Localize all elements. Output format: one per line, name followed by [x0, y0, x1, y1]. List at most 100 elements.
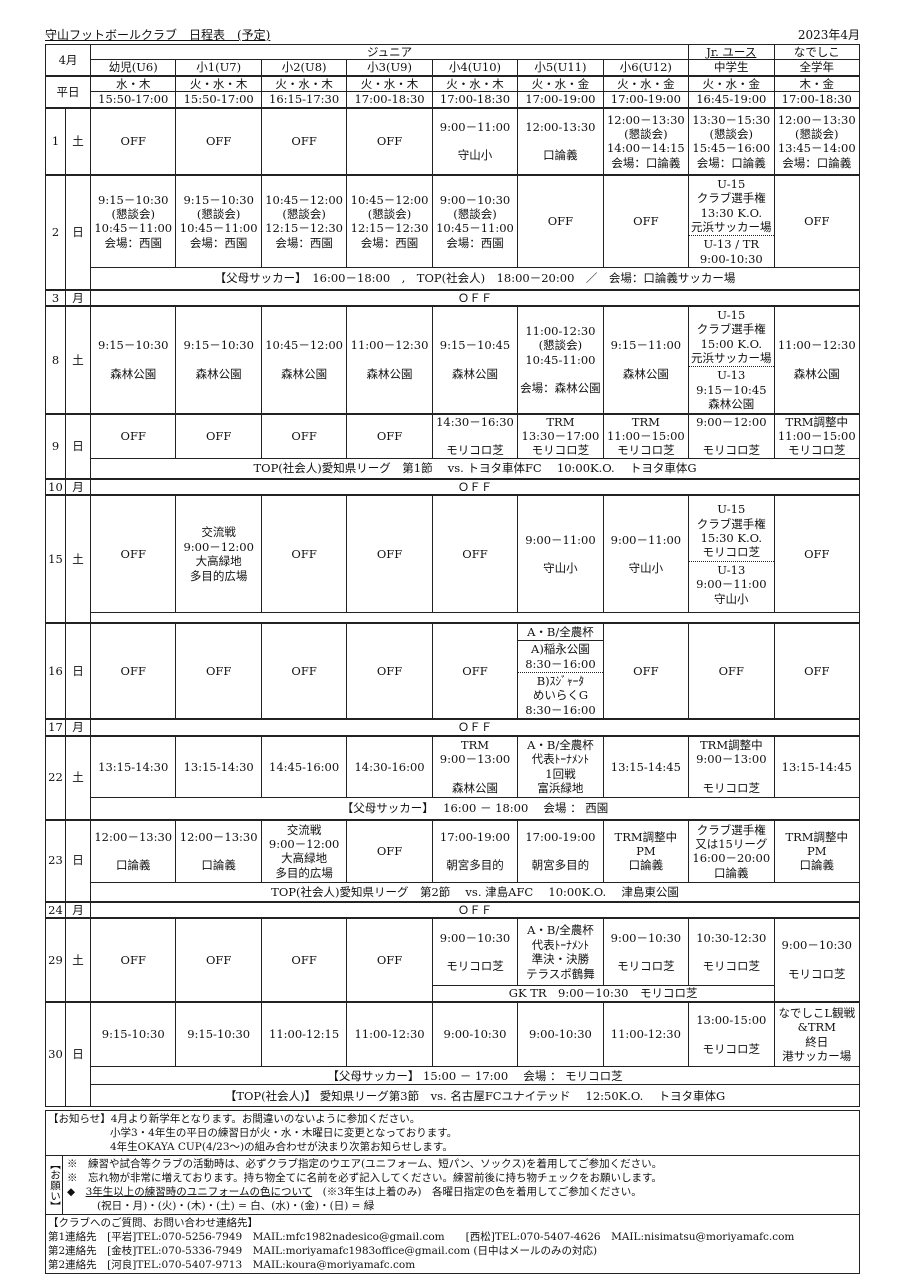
- schedule-cell: OFF: [260, 493, 348, 614]
- schedule-row: 24 月 ＯＦＦ: [45, 900, 860, 919]
- schedule-cell: TRM調整中 11:00－15:00 モリコロ芝: [773, 412, 861, 459]
- request-item: ※ 練習や試合等クラブの活動時は、必ずクラブ指定のウエア(ユニフォーム、短パン、…: [67, 1158, 663, 1171]
- weekday-days: 火・水・金: [517, 74, 604, 93]
- schedule-cell: OFF: [346, 106, 433, 176]
- group-header: 小6(U12): [602, 59, 690, 77]
- weekday-time: 15:50-17:00: [90, 91, 177, 109]
- schedule-cell: OFF: [260, 916, 348, 1003]
- schedule-cell: 11:00－12:30 森林公園: [773, 304, 861, 414]
- weekday-days: 火・水・木: [431, 74, 519, 93]
- weekday-time: 17:00-19:00: [602, 91, 690, 109]
- schedule-cell: 交流戦 9:00－12:00 大高緑地 多目的広場: [175, 493, 262, 614]
- schedule-cell: TRM 9:00－13:00 森林公園: [431, 734, 519, 798]
- date-cell: 9: [45, 412, 66, 479]
- schedule-cell: OFF: [431, 621, 519, 720]
- date-cell: 3: [45, 288, 66, 307]
- weekday-time: 17:00-18:30: [346, 91, 433, 109]
- schedule-cell: TRM 11:00－15:00 モリコロ芝: [602, 412, 690, 459]
- day-cell: 月: [64, 288, 92, 307]
- document-title: 守山フットボールクラブ 日程表 (予定): [45, 28, 271, 42]
- request-item: ※ 忘れ物が非常に増えております。持ち物全てに名前を必ず記入してください。練習前…: [67, 1172, 662, 1185]
- schedule-row: 29 土 OFF OFF OFF OFF 9:00－10:30 モリコロ芝 A・B/全農杯 代…: [45, 916, 861, 1003]
- schedule-cell: なでしこL観戦 &TRM 終日 港サッカー場: [773, 1000, 861, 1068]
- request-item: ◆ 3年生以上の練習時のユニフォームの色について (※3年生は上着のみ) 各曜日…: [67, 1186, 642, 1199]
- day-cell: 月: [64, 718, 92, 737]
- weekday-days: 木・金: [773, 74, 861, 93]
- schedule-row: 15 土 OFF 交流戦 9:00－12:00 大高緑地 多目的広場 OFF OFF OFF…: [45, 493, 861, 624]
- event-banner: [90, 612, 860, 624]
- weekday-days: 火・水・金: [688, 74, 775, 93]
- schedule-cell: OFF: [90, 412, 177, 459]
- schedule-row: 2 日 9:15－10:30 (懇談会) 10:45－11:00 会場：西園 9:15…: [45, 173, 861, 290]
- schedule-cell: 14:30-16:00: [346, 734, 433, 798]
- schedule-cell: 9:15－10:30 (懇談会) 10:45－11:00 会場：西園: [175, 173, 262, 268]
- weekday-time: 16:15-17:30: [260, 91, 348, 109]
- schedule-cell: OFF: [346, 818, 433, 883]
- schedule-cell: 交流戦 9:00－12:00 大高緑地 多目的広場: [260, 818, 348, 883]
- weekday-days: 火・水・木: [260, 74, 348, 93]
- schedule-cell: 9:00－10:30 モリコロ芝: [431, 916, 519, 987]
- schedule-cell-part: U-15 クラブ選手権 15:30 K.O. モリコロ芝: [696, 502, 766, 560]
- schedule-cell: 9:15－10:30 森林公園: [90, 304, 177, 414]
- request-block: 【お願い】 ※ 練習や試合等クラブの活動時は、必ずクラブ指定のウエア(ユニフォー…: [46, 1156, 859, 1216]
- date-cell: 29: [45, 916, 66, 1003]
- schedule-cell: 12:00－13:30 (懇談会) 14:00－14:15 会場：口論義: [602, 106, 690, 176]
- event-banner: TOP(社会人)愛知県リーグ 第2節 vs. 津島AFC 10:00K.O. 津…: [90, 882, 860, 902]
- document-header: 守山フットボールクラブ 日程表 (予定) 2023年4月: [45, 26, 860, 44]
- schedule-cell: 9:00－10:30 モリコロ芝: [602, 916, 690, 987]
- schedule-cell: OFF: [90, 916, 177, 1003]
- schedule-cell: 11:00-12:30: [346, 1000, 433, 1068]
- day-cell: 月: [64, 477, 92, 496]
- day-cell: 日: [64, 173, 92, 290]
- schedule-cell: 10:45－12:00 森林公園: [260, 304, 348, 414]
- date-cell: 2: [45, 173, 66, 290]
- schedule-cell-part: U-13 9:00－11:00 守山小: [689, 560, 774, 607]
- schedule-cell: TRM調整中 PM 口論義: [602, 818, 690, 883]
- document-month: 2023年4月: [797, 28, 860, 42]
- notice-line: 4月より新学年となります。お間違いのないように参加ください。: [110, 1113, 421, 1126]
- schedule-cell: 11:00-12:30: [602, 1000, 690, 1068]
- schedule-cell: OFF: [773, 621, 861, 720]
- schedule-cell: OFF: [517, 173, 604, 268]
- schedule-cell: 13:30－15:30 (懇談会) 15:45－16:00 会場：口論義: [688, 106, 775, 176]
- schedule-cell: 17:00-19:00 朝宮多目的: [517, 818, 604, 883]
- schedule-cell-part: U-13 / TR 9:00-10:30: [689, 235, 774, 267]
- date-cell: 8: [45, 304, 66, 414]
- day-cell: 土: [64, 304, 92, 414]
- schedule-row: 3 月 ＯＦＦ: [45, 288, 860, 307]
- notice-block: 【お知らせ】4月より新学年となります。お間違いのないように参加ください。 小学3…: [46, 1111, 859, 1157]
- schedule-cell: 12:00-13:30 口論義: [517, 106, 604, 176]
- weekday-label: 平日: [44, 74, 92, 109]
- schedule-cell: 9:15－10:30 森林公園: [175, 304, 262, 414]
- schedule-cell: U-15 クラブ選手権 15:00 K.O. 元浜サッカー場 U-13 9:15－…: [688, 304, 775, 414]
- schedule-cell: 10:45－12:00 (懇談会) 12:15－12:30 会場：西園: [260, 173, 348, 268]
- schedule-cell: OFF: [346, 412, 433, 459]
- group-header: 小4(U10): [431, 59, 519, 77]
- schedule-cell-part: A・B/全農杯: [527, 624, 594, 639]
- off-cell: ＯＦＦ: [90, 477, 860, 496]
- weekday-time: 17:00-19:00: [517, 91, 604, 109]
- off-cell: ＯＦＦ: [90, 900, 860, 919]
- schedule-cell: OFF: [175, 916, 262, 1003]
- schedule-cell-part: U-15 クラブ選手権 15:00 K.O. 元浜サッカー場: [691, 307, 772, 365]
- group-header: 小3(U9): [346, 59, 433, 77]
- junior-header: ジュニア: [90, 43, 690, 61]
- schedule-cell: OFF: [260, 412, 348, 459]
- schedule-cell-part: U-15 クラブ選手権 13:30 K.O. 元浜サッカー場: [691, 176, 772, 234]
- schedule-cell: 17:00-19:00 朝宮多目的: [431, 818, 519, 883]
- event-banner: 【父母サッカー】 16:00－18:00 , TOP(社会人) 18:00－20…: [90, 267, 860, 290]
- schedule-cell: OFF: [346, 916, 433, 1003]
- schedule-cell: A・B/全農杯 代表ﾄｰﾅﾒﾝﾄ 1回戦 富浜緑地: [517, 734, 604, 798]
- schedule-row: 22 土 13:15-14:30 13:15-14:30 14:45-16:00 14:3…: [45, 734, 861, 820]
- group-header: 中学生: [688, 59, 775, 77]
- schedule-cell: 9:00－10:30 モリコロ芝: [773, 916, 861, 1003]
- schedule-cell: 14:45-16:00: [260, 734, 348, 798]
- contact-line: 第1連絡先 [平岩]TEL:070-5256-7949 MAIL:mfc1982…: [48, 1231, 795, 1244]
- date-cell: 23: [45, 818, 66, 902]
- schedule-cell: OFF: [90, 621, 177, 720]
- day-cell: 日: [64, 1000, 92, 1108]
- weekday-time: 17:00-18:30: [431, 91, 519, 109]
- day-cell: 土: [64, 106, 92, 176]
- schedule-cell: OFF: [90, 106, 177, 176]
- schedule-row: 16 日 OFF OFF OFF OFF OFF A・B/全農杯 A)稲永公園 8:30－16:…: [45, 621, 861, 720]
